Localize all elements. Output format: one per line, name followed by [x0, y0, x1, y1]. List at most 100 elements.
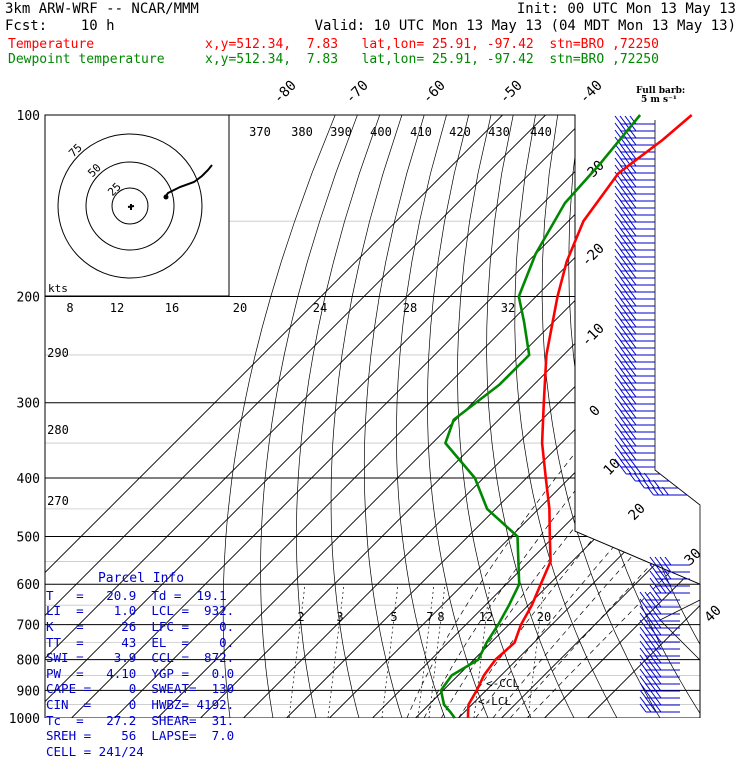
wind-barb-flag: [615, 389, 621, 397]
temperature-tick-label: -10: [579, 321, 608, 350]
wind-barb-flag: [615, 347, 621, 355]
mixing-ratio-low-label: 7: [426, 610, 433, 624]
wind-barb-flag: [615, 284, 621, 292]
wind-barb-flag: [615, 242, 621, 250]
theta-top-label: 380: [291, 125, 313, 139]
temperature-tick-label: 40: [702, 603, 725, 626]
wind-barb-flag: [625, 116, 631, 124]
mixing-ratio-top-label: 20: [233, 301, 247, 315]
wind-barb-flag: [640, 634, 646, 642]
dry-adiabat: [261, 115, 358, 718]
dry-adiabat: [691, 115, 740, 718]
mixing-ratio-low-label: 20: [537, 610, 551, 624]
pressure-tick-label: 300: [17, 397, 40, 412]
wind-barb-flag: [615, 319, 621, 327]
mixing-ratio-top-label: 8: [66, 301, 73, 315]
wind-barb-flag: [640, 655, 646, 663]
wind-barb-flag: [615, 396, 621, 404]
parcel-info-row: SWI = 3.9 CCL = 872.: [46, 650, 236, 666]
wind-barb-flag: [615, 361, 621, 369]
theta-left-label: 270: [47, 494, 69, 508]
wind-barb-flag: [615, 151, 621, 159]
wind-barb-flag: [615, 375, 621, 383]
mixing-ratio-top-label: 24: [313, 301, 327, 315]
mixing-ratio-top-label: 16: [165, 301, 179, 315]
temperature-tick-label: -80: [271, 78, 300, 107]
wind-barb-flag: [615, 179, 621, 187]
wind-barb-flag: [615, 116, 621, 124]
wind-barb-flag: [640, 697, 646, 705]
pressure-tick-label: 500: [17, 530, 40, 545]
pressure-tick-label: 1000: [9, 712, 40, 727]
dry-adiabat: [736, 115, 740, 718]
dry-adiabat: [487, 115, 574, 718]
wind-barb-flag: [650, 585, 656, 593]
wind-barb-flag: [650, 578, 656, 586]
temperature-tick-label: -70: [343, 78, 372, 107]
temperature-tick-label: -20: [579, 241, 608, 270]
wind-barb-flag: [615, 200, 621, 208]
temperature-tick-label: -60: [420, 78, 449, 107]
theta-top-label: 370: [249, 125, 271, 139]
temperature-tick-label: 0: [587, 403, 604, 420]
dry-adiabat: [331, 115, 402, 718]
wind-barb-flag: [615, 263, 621, 271]
temperature-tick-label: -50: [497, 78, 526, 107]
wind-barb-flag: [615, 228, 621, 236]
pressure-tick-label: 800: [17, 654, 40, 669]
wind-barb-flag: [640, 704, 646, 712]
theta-top-label: 420: [449, 125, 471, 139]
wind-barb-flag: [615, 158, 621, 166]
mixing-ratio-low-label: 3: [336, 610, 343, 624]
dry-adiabat: [297, 115, 380, 718]
dry-adiabat: [569, 115, 703, 718]
wind-barb-flag: [640, 599, 646, 607]
wind-barb-flag: [620, 116, 626, 124]
mixing-ratio-top-label: 12: [110, 301, 124, 315]
wind-barb-flag: [615, 438, 621, 446]
wind-barb-flag: [640, 627, 646, 635]
wind-barb-flag: [660, 557, 666, 565]
moist-adiabat: [459, 221, 740, 718]
wind-barb-flag: [640, 683, 646, 691]
dry-adiabat: [714, 115, 740, 718]
parcel-info-row: TT = 43 EL = 0.: [46, 635, 236, 651]
wind-barb-flag: [615, 431, 621, 439]
wind-barb-flag: [640, 676, 646, 684]
parcel-info-row: Tc = 27.2 SHEAR= 31.: [46, 713, 236, 729]
wind-barb-flag: [615, 186, 621, 194]
wind-barb-flag: [640, 592, 646, 600]
mixing-ratio-line: [328, 584, 344, 718]
theta-top-label: 440: [530, 125, 552, 139]
wind-barb-flag: [615, 214, 621, 222]
wind-barb-flag: [615, 354, 621, 362]
wind-barb-flag: [615, 368, 621, 376]
wind-barb-flag: [615, 382, 621, 390]
isotherm-line: [416, 115, 740, 718]
wind-barb-flag: [640, 641, 646, 649]
theta-top-label: 400: [370, 125, 392, 139]
wind-barb-flag: [650, 571, 656, 579]
wind-barbs: [615, 116, 700, 718]
parcel-info-row: PW = 4.10 YGP = 0.0: [46, 666, 236, 682]
pressure-tick-label: 700: [17, 619, 40, 634]
temperature-tick-label: -40: [577, 78, 606, 107]
parcel-info-title: Parcel Info: [46, 571, 236, 587]
pressure-tick-label: 100: [17, 109, 40, 124]
mixing-ratio-line: [528, 584, 544, 718]
isotherm-line: [502, 115, 740, 718]
pressure-tick-label: 400: [17, 472, 40, 487]
wind-barb-flag: [615, 333, 621, 341]
parcel-info-row: LI = 1.0 LCL = 932.: [46, 603, 236, 619]
temperature-tick-label: 20: [626, 501, 649, 524]
wind-barb-flag: [615, 235, 621, 243]
wind-barb-flag: [650, 592, 656, 600]
theta-top-label: 430: [488, 125, 510, 139]
wind-barb-flag: [645, 592, 651, 600]
hodograph-units-label: kts: [48, 282, 68, 295]
mixing-ratio-top-label: 32: [501, 301, 515, 315]
wind-barb-flag: [615, 305, 621, 313]
pressure-tick-label: 200: [17, 291, 40, 306]
